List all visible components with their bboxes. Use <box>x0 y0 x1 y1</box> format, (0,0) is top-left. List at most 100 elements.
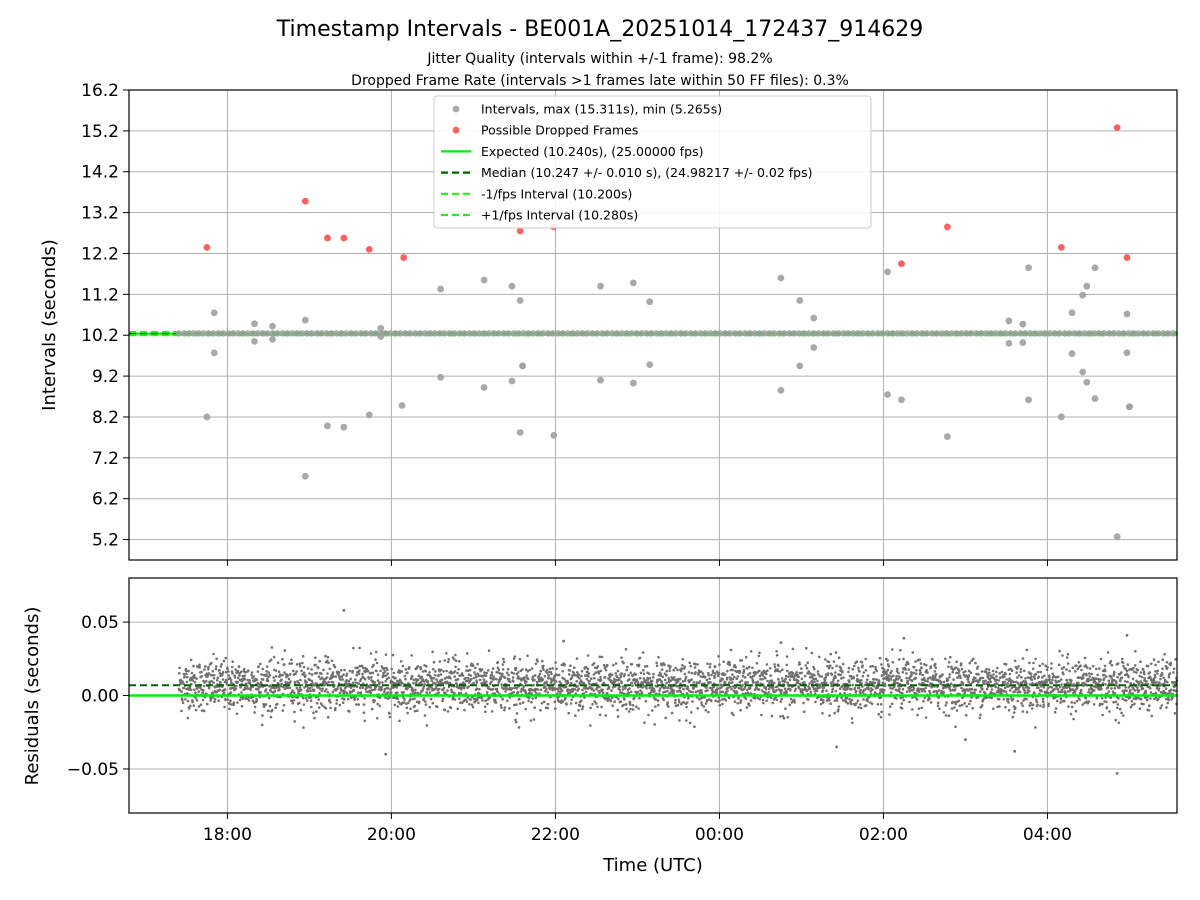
interval-point <box>1164 330 1172 337</box>
interval-point <box>480 276 488 284</box>
interval-point <box>908 330 916 337</box>
residual-outlier-point <box>835 745 839 749</box>
y-tick-label: 11.2 <box>81 285 119 305</box>
legend-intervals-marker <box>452 105 460 113</box>
interval-point <box>352 330 360 337</box>
interval-point <box>387 330 394 337</box>
interval-point <box>1036 330 1044 337</box>
interval-point <box>899 330 906 337</box>
interval-point <box>776 330 783 337</box>
interval-point <box>490 330 498 337</box>
interval-point <box>849 330 857 337</box>
dropped-frame-point <box>943 223 951 231</box>
interval-point <box>597 282 604 290</box>
intervals-panel: 5.2 6.2 7.2 8.2 9.2 10.2 11.2 12.2 13.2 14.2 15.2 1… <box>39 81 1178 566</box>
interval-point <box>210 349 218 357</box>
interval-point <box>377 333 385 340</box>
y-tick-label: 10.2 <box>81 326 119 346</box>
jitter-quality-subtitle: Jitter Quality (intervals within +/-1 fr… <box>426 51 772 67</box>
interval-point <box>495 330 503 337</box>
dropped-frame-point <box>203 243 211 251</box>
residuals-reference-lines <box>129 684 1177 697</box>
interval-point <box>1079 291 1087 299</box>
y-tick-label: −0.05 <box>67 760 119 780</box>
interval-point <box>203 413 211 421</box>
residual-outlier-point <box>1013 749 1017 753</box>
interval-point <box>303 330 311 337</box>
interval-point <box>653 330 660 337</box>
interval-point <box>830 330 837 337</box>
interval-point <box>584 330 591 337</box>
interval-point <box>1130 330 1137 337</box>
interval-point <box>500 330 507 337</box>
interval-point <box>746 330 753 337</box>
interval-point <box>844 330 852 337</box>
legend-intervals-label: Intervals, max (15.311s), min (5.265s) <box>481 102 722 117</box>
interval-point <box>1007 330 1014 337</box>
interval-point <box>1061 330 1068 337</box>
interval-point <box>1091 395 1099 402</box>
x-tick-label: 22:00 <box>531 825 580 845</box>
interval-point <box>382 330 389 337</box>
interval-point <box>365 411 373 419</box>
interval-point <box>1169 330 1177 337</box>
interval-point <box>1057 413 1065 421</box>
interval-point <box>629 379 637 387</box>
interval-point <box>421 330 429 337</box>
interval-point <box>598 330 606 337</box>
interval-point <box>1095 330 1103 337</box>
interval-point <box>820 330 827 337</box>
interval-point <box>269 335 276 343</box>
interval-point <box>485 330 493 337</box>
interval-point <box>348 330 355 337</box>
interval-point <box>416 330 424 337</box>
interval-point <box>446 330 453 337</box>
interval-point <box>648 330 655 337</box>
interval-point <box>864 330 872 337</box>
interval-point <box>1031 330 1039 337</box>
interval-point <box>707 330 714 337</box>
y-tick-label: 7.2 <box>92 449 119 469</box>
interval-point <box>264 330 271 337</box>
legend-dropped-marker <box>452 126 460 134</box>
interval-point <box>1159 330 1167 337</box>
interval-point <box>190 330 197 337</box>
interval-point <box>520 330 527 337</box>
interval-point <box>1019 339 1027 346</box>
interval-point <box>251 320 258 328</box>
interval-point <box>721 330 729 337</box>
interval-point <box>938 330 945 337</box>
interval-point <box>702 330 709 337</box>
interval-point <box>928 330 936 337</box>
interval-point <box>603 330 611 337</box>
interval-point <box>1150 330 1157 337</box>
legend-upper-label: +1/fps Interval (10.280s) <box>481 208 638 223</box>
residual-outlier-point <box>384 752 388 756</box>
interval-point <box>810 330 817 337</box>
interval-point <box>249 330 257 337</box>
interval-point <box>977 330 985 337</box>
interval-point <box>1113 533 1121 541</box>
interval-point <box>1002 330 1009 337</box>
interval-point <box>544 330 552 337</box>
interval-point <box>210 309 218 317</box>
interval-point <box>697 330 704 337</box>
interval-point <box>534 330 542 337</box>
interval-point <box>1120 330 1127 337</box>
interval-point <box>1076 330 1083 337</box>
y-tick-label: 0.05 <box>81 613 119 633</box>
interval-point <box>1046 330 1054 337</box>
interval-point <box>200 330 207 337</box>
interval-point <box>516 297 524 304</box>
interval-point <box>933 330 940 337</box>
intervals-axes-frame <box>128 89 1178 561</box>
interval-point <box>589 330 596 337</box>
interval-point <box>904 330 911 337</box>
x-tick-label: 18:00 <box>203 825 252 845</box>
interval-point <box>288 330 296 337</box>
interval-point <box>597 376 604 384</box>
interval-point <box>815 330 822 337</box>
interval-point <box>1091 264 1099 272</box>
interval-point <box>777 274 785 282</box>
